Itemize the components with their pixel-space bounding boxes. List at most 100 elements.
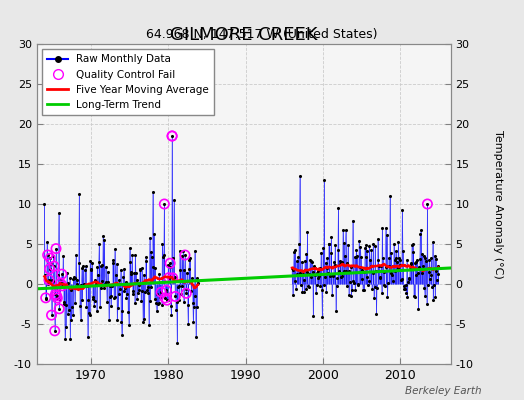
- Point: [93, 264, 102, 270]
- Point: [323, 265, 332, 271]
- Point: [318, 287, 326, 294]
- Point: [316, 282, 324, 289]
- Point: [434, 270, 443, 277]
- Point: [389, 278, 397, 284]
- Point: [91, 298, 99, 305]
- Point: [307, 258, 315, 264]
- Point: [314, 275, 322, 281]
- Point: [51, 291, 60, 298]
- Point: [386, 193, 394, 199]
- Point: [336, 260, 345, 267]
- Point: [167, 312, 176, 318]
- Point: [94, 272, 102, 279]
- Point: [147, 283, 156, 290]
- Point: [321, 260, 330, 266]
- Point: [351, 254, 359, 260]
- Point: [161, 295, 169, 301]
- Point: [357, 254, 365, 260]
- Point: [340, 268, 348, 274]
- Point: [122, 279, 130, 285]
- Point: [407, 260, 416, 266]
- Point: [71, 299, 79, 306]
- Point: [347, 293, 355, 300]
- Point: [80, 282, 88, 289]
- Point: [371, 242, 379, 249]
- Point: [81, 267, 89, 274]
- Point: [52, 246, 60, 252]
- Point: [334, 246, 342, 253]
- Point: [115, 276, 124, 283]
- Point: [374, 236, 382, 242]
- Point: [418, 251, 427, 257]
- Point: [168, 133, 176, 139]
- Point: [156, 293, 164, 300]
- Point: [97, 285, 105, 291]
- Point: [127, 269, 136, 275]
- Point: [82, 263, 90, 270]
- Point: [305, 271, 314, 277]
- Point: [315, 272, 323, 279]
- Point: [354, 280, 362, 287]
- Point: [335, 268, 343, 274]
- Point: [162, 287, 170, 294]
- Point: [405, 276, 413, 283]
- Point: [194, 280, 202, 286]
- Point: [416, 230, 424, 237]
- Point: [158, 301, 166, 308]
- Point: [392, 255, 401, 262]
- Point: [188, 275, 196, 282]
- Point: [315, 265, 324, 272]
- Point: [424, 269, 433, 275]
- Point: [320, 177, 329, 183]
- Point: [355, 264, 364, 270]
- Point: [99, 233, 107, 240]
- Point: [354, 282, 363, 288]
- Point: [343, 260, 352, 266]
- Point: [96, 263, 105, 269]
- Point: [382, 264, 390, 270]
- Point: [332, 282, 341, 289]
- Point: [303, 269, 311, 275]
- Point: [427, 271, 435, 278]
- Title: GILMORE CREEK: GILMORE CREEK: [170, 26, 318, 44]
- Point: [88, 267, 96, 273]
- Point: [113, 261, 121, 267]
- Point: [103, 298, 111, 305]
- Point: [147, 248, 155, 255]
- Point: [359, 286, 367, 293]
- Point: [361, 245, 369, 252]
- Point: [105, 294, 114, 301]
- Point: [388, 272, 396, 278]
- Point: [96, 304, 104, 311]
- Point: [67, 317, 75, 324]
- Point: [169, 275, 177, 281]
- Point: [122, 295, 130, 301]
- Point: [178, 283, 187, 290]
- Point: [124, 282, 132, 288]
- Point: [189, 319, 198, 325]
- Point: [385, 263, 394, 270]
- Point: [180, 267, 189, 273]
- Point: [124, 309, 133, 315]
- Point: [41, 272, 49, 279]
- Point: [339, 226, 347, 233]
- Point: [46, 266, 54, 272]
- Point: [350, 279, 358, 286]
- Point: [74, 260, 83, 266]
- Point: [134, 287, 143, 294]
- Point: [327, 234, 335, 240]
- Point: [308, 259, 316, 265]
- Point: [290, 249, 298, 255]
- Point: [152, 308, 161, 314]
- Point: [50, 328, 59, 334]
- Point: [402, 257, 411, 263]
- Point: [182, 290, 190, 296]
- Point: [80, 281, 89, 288]
- Point: [311, 271, 320, 278]
- Point: [292, 258, 301, 265]
- Point: [161, 295, 169, 301]
- Point: [135, 282, 144, 288]
- Point: [41, 295, 50, 301]
- Point: [319, 245, 327, 251]
- Point: [415, 264, 423, 270]
